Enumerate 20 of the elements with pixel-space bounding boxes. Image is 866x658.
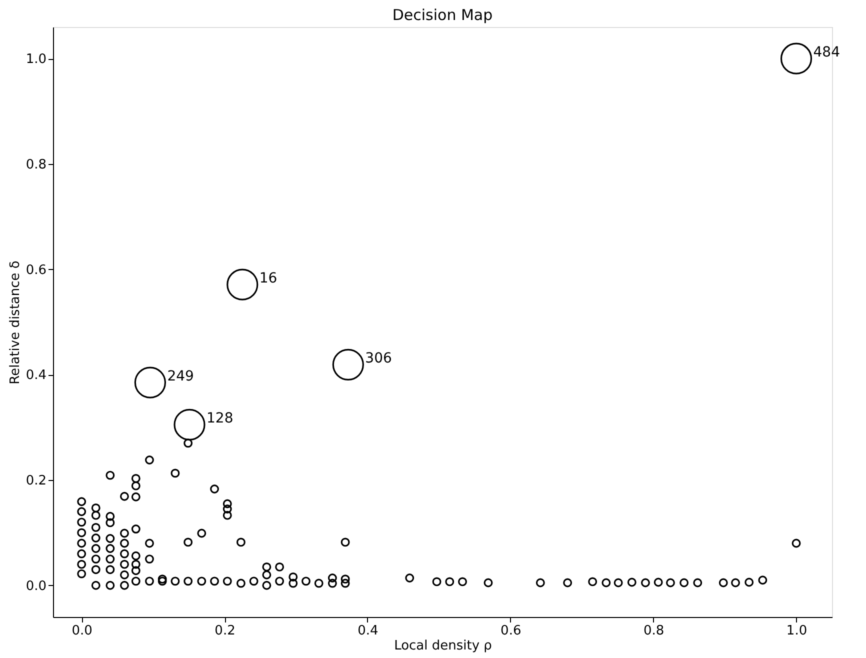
annotation: 128	[206, 410, 234, 427]
x-axis-title: Local density ρ	[394, 638, 492, 654]
y-tick-label: 0.8	[26, 157, 46, 172]
x-tick-label: 0.8	[643, 624, 664, 638]
x-tick-label: 0.2	[214, 624, 236, 638]
y-tick-label: 1.0	[26, 52, 46, 68]
y-tick-label: 0.0	[26, 578, 46, 594]
chart-title: Decision Map	[392, 6, 493, 24]
annotation: 249	[167, 368, 194, 385]
y-tick-label: 0.4	[26, 368, 46, 384]
x-tick-label: 0.4	[358, 624, 378, 638]
annotation: 16	[259, 270, 278, 287]
x-tick-label: 1.0	[786, 624, 808, 638]
y-tick-label: 0.6	[26, 262, 46, 278]
x-tick-label: 0.0	[72, 624, 92, 638]
annotation: 484	[813, 44, 840, 61]
x-tick-label: 0.6	[500, 624, 522, 638]
y-tick-label: 0.2	[26, 474, 46, 489]
annotation: 306	[365, 350, 392, 367]
y-axis-title: Relative distance δ	[8, 260, 23, 384]
